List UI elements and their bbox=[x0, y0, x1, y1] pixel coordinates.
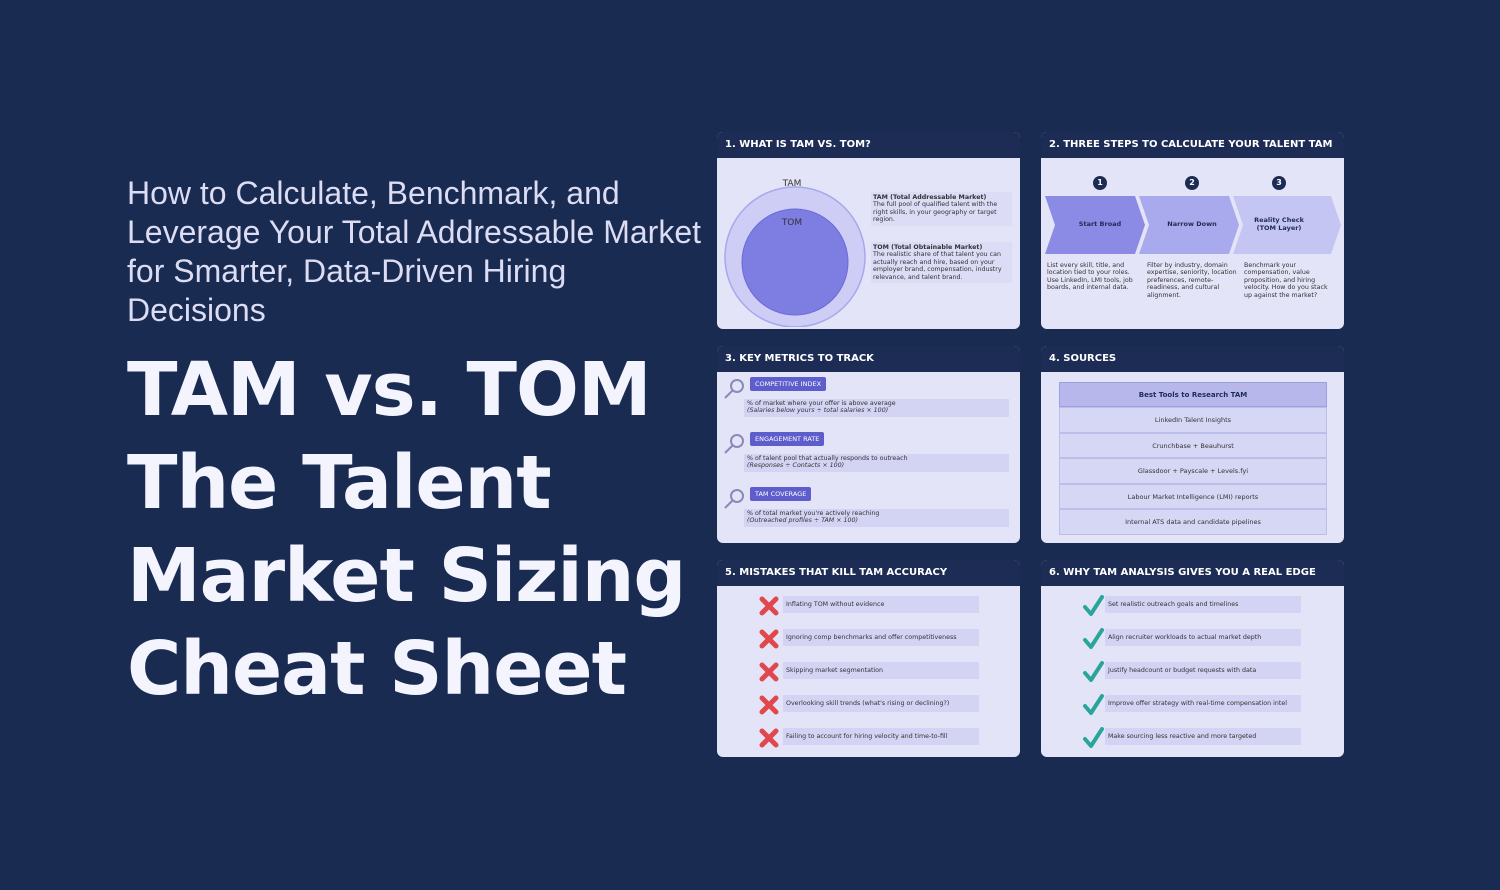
table-row: Labour Market Intelligence (LMI) reports bbox=[1059, 483, 1327, 509]
list-item: Make sourcing less reactive and more tar… bbox=[1105, 728, 1301, 745]
table-row: LinkedIn Talent Insights bbox=[1059, 407, 1327, 433]
definition: TAM (Total Addressable Market) The full p… bbox=[871, 192, 1012, 226]
metric-formula: (Outreached profiles ÷ TAM × 100) bbox=[747, 517, 858, 525]
key-icon bbox=[723, 378, 745, 400]
key-icon bbox=[723, 488, 745, 510]
step-text: Filter by industry, domain expertise, se… bbox=[1147, 262, 1237, 299]
step-label: Narrow Down bbox=[1167, 220, 1217, 228]
inner-label: TOM bbox=[781, 218, 803, 228]
venn bbox=[720, 162, 870, 328]
table-row: Crunchbase + Beauhurst bbox=[1059, 432, 1327, 458]
list-item: Improve offer strategy with real-time co… bbox=[1105, 695, 1301, 712]
definition-term: TOM (Total Obtainable Market) bbox=[873, 244, 983, 251]
card: 6. WHY TAM ANALYSIS GIVES YOU A REAL EDG… bbox=[1041, 560, 1344, 757]
list-item: Align recruiter workloads to actual mark… bbox=[1105, 629, 1301, 646]
check-icon bbox=[1082, 628, 1104, 650]
metric-box: % of market where your offer is above av… bbox=[744, 399, 1009, 417]
title-line: TAM vs. TOM bbox=[127, 347, 652, 433]
subtitle: How to Calculate, Benchmark, and Leverag… bbox=[127, 175, 702, 328]
check-icon bbox=[1082, 727, 1104, 749]
card-title: 1. WHAT IS TAM VS. TOM? bbox=[717, 132, 1020, 158]
card: 2. THREE STEPS TO CALCULATE YOUR TALENT … bbox=[1041, 132, 1344, 329]
title-line: Market Sizing bbox=[127, 533, 686, 619]
card: 3. KEY METRICS TO TRACK COMPETITIVE INDEX… bbox=[717, 346, 1020, 543]
list-item: Set realistic outreach goals and timelin… bbox=[1105, 596, 1301, 613]
list-item: Failing to account for hiring velocity a… bbox=[783, 728, 979, 745]
step-number: 1 bbox=[1093, 176, 1107, 190]
list-item: Ignoring comp benchmarks and offer compe… bbox=[783, 629, 979, 646]
metric-box: % of total market you're actively reachi… bbox=[744, 509, 1009, 527]
metric-label: ENGAGEMENT RATE bbox=[750, 432, 825, 446]
cross-icon bbox=[758, 694, 780, 716]
definition: TOM (Total Obtainable Market) The realist… bbox=[871, 242, 1012, 284]
table-row: Glassdoor + Payscale + Levels.fyi bbox=[1059, 458, 1327, 484]
step-text: List every skill, title, and location ti… bbox=[1047, 262, 1133, 292]
definition-term: TAM (Total Addressable Market) bbox=[873, 194, 987, 201]
card-title: 2. THREE STEPS TO CALCULATE YOUR TALENT … bbox=[1041, 132, 1344, 158]
cross-icon bbox=[758, 727, 780, 749]
card-title: 3. KEY METRICS TO TRACK bbox=[717, 346, 1020, 372]
card-title: 6. WHY TAM ANALYSIS GIVES YOU A REAL EDG… bbox=[1041, 560, 1344, 586]
list-item: Skipping market segmentation bbox=[783, 662, 979, 679]
metric-text: % of market where your offer is above av… bbox=[747, 400, 896, 407]
step-label: Reality Check (TOM Layer) bbox=[1254, 216, 1304, 232]
cross-icon bbox=[758, 661, 780, 683]
card: 4. SOURCES Best Tools to Research TAM Link… bbox=[1041, 346, 1344, 543]
title-line: Cheat Sheet bbox=[127, 626, 627, 712]
table-header: Best Tools to Research TAM bbox=[1059, 382, 1327, 407]
card: 1. WHAT IS TAM VS. TOM? TAM TOM TAM (Total … bbox=[717, 132, 1020, 329]
table-row: Internal ATS data and candidate pipeline… bbox=[1059, 509, 1327, 535]
outer-label: TAM bbox=[782, 179, 802, 189]
cross-icon bbox=[758, 628, 780, 650]
definition-text: The realistic share of that talent you c… bbox=[873, 251, 1002, 281]
step-label: Start Broad bbox=[1078, 220, 1122, 228]
title-line: The Talent bbox=[127, 440, 552, 526]
list-item: Overlooking skill trends (what's rising … bbox=[783, 695, 979, 712]
card: 5. MISTAKES THAT KILL TAM ACCURACY Inflat… bbox=[717, 560, 1020, 757]
metric-box: % of talent pool that actually responds … bbox=[744, 454, 1009, 472]
card-title: 4. SOURCES bbox=[1041, 346, 1344, 372]
list-item: Justify headcount or budget requests wit… bbox=[1105, 662, 1301, 679]
metric-text: % of total market you're actively reachi… bbox=[747, 510, 880, 517]
step-text: Benchmark your compensation, value propo… bbox=[1244, 262, 1328, 299]
card-title: 5. MISTAKES THAT KILL TAM ACCURACY bbox=[717, 560, 1020, 586]
step-number: 3 bbox=[1272, 176, 1286, 190]
cross-icon bbox=[758, 595, 780, 617]
check-icon bbox=[1082, 694, 1104, 716]
metric-label: COMPETITIVE INDEX bbox=[750, 377, 827, 391]
metric-formula: (Salaries below yours ÷ total salaries ×… bbox=[747, 407, 889, 415]
check-icon bbox=[1082, 661, 1104, 683]
step-number: 2 bbox=[1185, 176, 1199, 190]
metric-label: TAM COVERAGE bbox=[750, 487, 812, 501]
metric-formula: (Responses ÷ Contacts × 100) bbox=[747, 462, 845, 470]
key-icon bbox=[723, 433, 745, 455]
chevrons bbox=[1045, 196, 1341, 254]
metric-text: % of talent pool that actually responds … bbox=[747, 455, 908, 462]
definition-text: The full pool of qualified talent with t… bbox=[873, 201, 998, 224]
list-item: Inflating TOM without evidence bbox=[783, 596, 979, 613]
check-icon bbox=[1082, 595, 1104, 617]
